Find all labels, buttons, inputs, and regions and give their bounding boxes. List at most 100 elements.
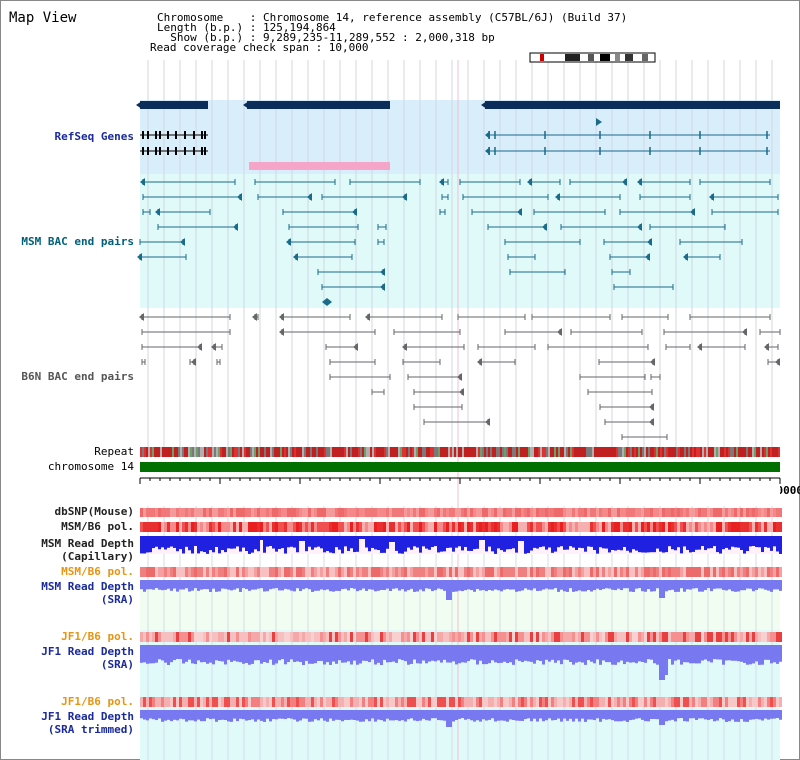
jf1-pol2-heat-cell [377,697,380,707]
msm-pol-heat-cell [314,522,317,532]
msm-pol-heat-cell [761,522,764,532]
repeat-feature [266,447,268,457]
jf1-depth-bar [251,645,254,664]
dbsnp-heat-cell [203,508,206,517]
track-label-msm-depth-sra[interactable]: MSM Read Depth [41,580,134,593]
jf1-pol2-heat-cell [437,697,440,707]
msm-pol-heat-cell [170,522,173,532]
repeat-feature [248,447,250,457]
jf1-trim-depth-bar [533,710,536,719]
msm-cap-depth-bar [755,536,758,548]
jf1-pol2-heat-cell [590,697,593,707]
jf1-trim-depth-bar [515,710,518,721]
jf1-pol2-heat-cell [431,697,434,707]
dbsnp-heat-cell [416,508,419,517]
jf1-depth-bar [197,645,200,661]
msm-cap-depth-bar [305,536,308,552]
track-label-jf1-depth[interactable]: JF1 Read Depth [41,645,134,658]
track-label-chromosome[interactable]: chromosome 14 [47,460,134,473]
jf1-trim-depth-bar [644,710,647,722]
track-label-repeat[interactable]: Repeat [94,445,134,458]
jf1-pol2-heat-cell [593,697,596,707]
msm-sra-depth-bar [272,580,275,589]
jf1-trim-depth-bar [623,710,626,721]
msm-sra-depth-bar [686,580,689,590]
repeat-feature [334,447,336,457]
jf1-trim-depth-bar [431,710,434,719]
jf1-pol2-heat-cell [722,697,725,707]
dbsnp-heat-cell [383,508,386,517]
repeat-feature [332,447,334,457]
msm-cap-depth-bar [764,536,767,548]
track-label-msm-depth-cap[interactable]: MSM Read Depth [41,537,134,550]
msm-cap-depth-bar [278,536,281,549]
jf1-depth-bar [467,645,470,662]
track-label-msm-pol-2[interactable]: MSM/B6 pol. [61,565,134,578]
dbsnp-heat-cell [779,508,782,517]
track-label-b6n-bac[interactable]: B6N BAC end pairs [21,370,134,383]
repeat-feature [274,447,276,457]
jf1-pol-heat-cell [428,632,431,642]
jf1-trim-depth-bar [248,710,251,721]
msm-pol2-heat-cell [302,567,305,577]
msm-cap-depth-bar [347,536,350,551]
msm-pol2-heat-cell [659,567,662,577]
track-label-refseq[interactable]: RefSeq Genes [54,130,134,143]
jf1-depth-bar [737,645,740,662]
jf1-pol-heat-cell [719,632,722,642]
repeat-feature [310,447,312,457]
jf1-pol-heat-cell [656,632,659,642]
jf1-pol2-heat-cell [314,697,317,707]
msm-pol-heat-cell [185,522,188,532]
dbsnp-heat-cell [293,508,296,517]
jf1-pol2-heat-cell [158,697,161,707]
msm-bac-end-pair-marker [622,178,627,186]
track-label-msm-pol[interactable]: MSM/B6 pol. [61,520,134,533]
msm-pol2-heat-cell [149,567,152,577]
jf1-pol2-heat-cell [245,697,248,707]
refseq-arrow-icon [485,147,490,155]
msm-cap-depth-bar [269,536,272,547]
msm-pol-heat-cell [212,522,215,532]
msm-pol2-heat-cell [722,567,725,577]
track-label-dbsnp[interactable]: dbSNP(Mouse) [54,505,134,518]
track-label-jf1-pol[interactable]: JF1/B6 pol. [61,630,134,643]
jf1-pol2-heat-cell [302,697,305,707]
repeat-feature [610,447,612,457]
jf1-pol2-heat-cell [239,697,242,707]
jf1-pol-heat-cell [659,632,662,642]
jf1-pol-heat-cell [578,632,581,642]
jf1-pol-heat-cell [725,632,728,642]
jf1-depth-bar [245,645,248,663]
msm-cap-depth-bar [485,536,488,552]
jf1-pol2-heat-cell [215,697,218,707]
track-label-jf1-pol-2[interactable]: JF1/B6 pol. [61,695,134,708]
dbsnp-heat-cell [380,508,383,517]
dbsnp-heat-cell [182,508,185,517]
jf1-trim-depth-bar [404,710,407,722]
jf1-depth-bar [581,645,584,663]
msm-sra-depth-bar [329,580,332,592]
dbsnp-heat-cell [140,508,143,517]
jf1-pol2-heat-cell [257,697,260,707]
msm-cap-depth-bar [326,536,329,552]
msm-pol-heat-cell [593,522,596,532]
jf1-pol-heat-cell [473,632,476,642]
repeat-feature [524,447,526,457]
b6n-bac-end-pair-marker [650,358,655,366]
track-label-msm-bac[interactable]: MSM BAC end pairs [21,235,134,248]
msm-sra-depth-bar [353,580,356,589]
msm-cap-depth-bar [401,536,404,554]
repeat-feature [660,447,662,457]
jf1-pol-heat-cell [251,632,254,642]
track-label-jf1-trim[interactable]: JF1 Read Depth [41,710,134,723]
repeat-feature [384,447,386,457]
jf1-pol-heat-cell [758,632,761,642]
repeat-feature [650,447,652,457]
msm-cap-depth-bar [251,536,254,553]
jf1-pol-heat-cell [179,632,182,642]
repeat-feature [438,447,440,457]
msm-pol2-heat-cell [500,567,503,577]
msm-cap-depth-bar [554,536,557,552]
